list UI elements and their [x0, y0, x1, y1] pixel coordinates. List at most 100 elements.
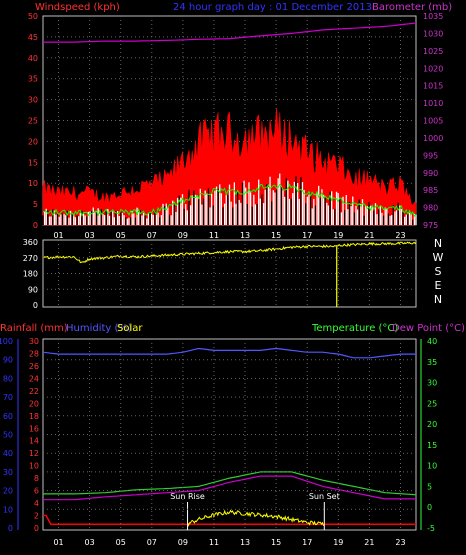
baro-ytick: 990 — [423, 169, 438, 178]
rain-ytick: 10 — [29, 462, 39, 471]
temp-ytick: 40 — [427, 337, 437, 346]
wind-ytick: 15 — [28, 158, 38, 167]
temp-ytick: 15 — [427, 441, 437, 450]
compass-label: W — [433, 251, 444, 264]
direction-line — [42, 241, 417, 264]
baro-ytick: 1015 — [423, 82, 443, 91]
temp-xtick: 01 — [53, 538, 63, 547]
wind-xtick: 03 — [85, 231, 95, 240]
temp-ytick: 30 — [427, 379, 437, 388]
temp-ytick: 35 — [427, 358, 437, 367]
wind-ytick: 30 — [28, 96, 38, 105]
temp-xtick: 21 — [364, 538, 374, 547]
barometer-title: Barometer (mb) — [372, 2, 452, 13]
baro-ytick: 1010 — [423, 99, 443, 108]
wind-ytick: 5 — [33, 200, 38, 209]
rain-ytick: 26 — [29, 362, 39, 371]
baro-ytick: 1030 — [423, 29, 443, 38]
temp-xtick: 07 — [147, 538, 157, 547]
temp-xtick: 03 — [85, 538, 95, 547]
rain-ytick: 24 — [29, 374, 39, 383]
wind-xtick: 01 — [53, 231, 63, 240]
rainfall-line — [43, 514, 416, 526]
temp-ytick: 0 — [427, 503, 432, 512]
humidity-ytick: 80 — [3, 374, 13, 383]
barometer-line — [43, 22, 417, 43]
baro-ytick: 975 — [423, 221, 438, 230]
wind-ytick: 20 — [28, 137, 38, 146]
wind-ytick: 35 — [28, 75, 38, 84]
wind-ytick: 10 — [28, 179, 38, 188]
temp-panel-frame — [42, 338, 417, 531]
rain-ytick: 22 — [29, 387, 39, 396]
temp-xtick: 05 — [116, 538, 126, 547]
humidity-line — [42, 347, 416, 359]
temp-xtick: 11 — [209, 538, 219, 547]
axis-labels: 0510152025303540455097598098599099510001… — [0, 12, 444, 547]
direction-plot — [42, 241, 417, 307]
rain-ytick: 30 — [29, 337, 39, 346]
solar-line — [187, 509, 325, 527]
rain-ytick: 8 — [34, 474, 39, 483]
humidity-label: Humidity (%) — [66, 323, 132, 334]
wind-xtick: 07 — [147, 231, 157, 240]
baro-ytick: 1005 — [423, 117, 443, 126]
rain-ytick: 4 — [34, 499, 39, 508]
dir-ytick: 90 — [28, 285, 38, 294]
average-wind-line — [42, 183, 417, 218]
baro-ytick: 995 — [423, 151, 438, 160]
sunset-label: Sun Set — [309, 492, 340, 501]
rain-ytick: 14 — [29, 437, 39, 446]
compass-label: E — [435, 279, 442, 292]
humidity-ytick: 20 — [3, 487, 13, 496]
baro-ytick: 1035 — [423, 12, 443, 21]
wind-plot — [42, 22, 417, 226]
wind-ytick: 25 — [28, 117, 38, 126]
humidity-ytick: 0 — [8, 524, 13, 533]
rain-ytick: 12 — [29, 449, 39, 458]
humidity-ytick: 30 — [3, 468, 13, 477]
temperature-line — [43, 471, 417, 496]
temperature-plot: Sun Rise Sun Set — [42, 347, 417, 530]
temp-xtick: 17 — [302, 538, 312, 547]
temp-ytick: 10 — [427, 462, 437, 471]
temp-ytick: -5 — [427, 524, 435, 533]
dewpoint-label: Dew Point (°C) — [392, 323, 465, 334]
dir-ytick: 270 — [23, 254, 38, 263]
wind-ytick: 40 — [28, 54, 38, 63]
chart-date-title: 24 hour graph day : 01 December 2013 — [173, 2, 372, 13]
temperature-label: Temperature (°C) — [311, 323, 398, 334]
compass-label: S — [435, 265, 442, 278]
windspeed-title: Windspeed (kph) — [35, 2, 120, 13]
rain-ytick: 20 — [29, 399, 39, 408]
temp-ytick: 5 — [427, 482, 432, 491]
temp-xtick: 19 — [333, 538, 343, 547]
rain-ytick: 18 — [29, 412, 39, 421]
wind-xtick: 21 — [364, 231, 374, 240]
rain-ytick: 2 — [34, 512, 39, 521]
wind-ytick: 45 — [28, 33, 38, 42]
sunrise-label: Sun Rise — [170, 492, 205, 501]
wind-xtick: 15 — [271, 231, 281, 240]
compass-label: N — [434, 293, 442, 306]
wind-ytick: 50 — [28, 12, 38, 21]
solar-label: Solar — [117, 323, 143, 334]
wind-xtick: 23 — [395, 231, 405, 240]
rain-ytick: 0 — [34, 524, 39, 533]
baro-ytick: 985 — [423, 186, 438, 195]
dir-ytick: 180 — [23, 270, 38, 279]
humidity-ytick: 10 — [3, 505, 13, 514]
temp-xtick: 13 — [240, 538, 250, 547]
humidity-ytick: 40 — [3, 449, 13, 458]
humidity-ytick: 100 — [0, 337, 13, 346]
rain-ytick: 16 — [29, 424, 39, 433]
wind-xtick: 17 — [302, 231, 312, 240]
humidity-ytick: 90 — [3, 356, 13, 365]
temp-xtick: 23 — [395, 538, 405, 547]
wind-xtick: 13 — [240, 231, 250, 240]
rain-ytick: 28 — [29, 349, 39, 358]
dir-ytick: 0 — [33, 301, 38, 310]
compass-label: N — [434, 237, 442, 250]
temp-ytick: 20 — [427, 420, 437, 429]
rainfall-label: Rainfall (mm) — [0, 323, 68, 334]
